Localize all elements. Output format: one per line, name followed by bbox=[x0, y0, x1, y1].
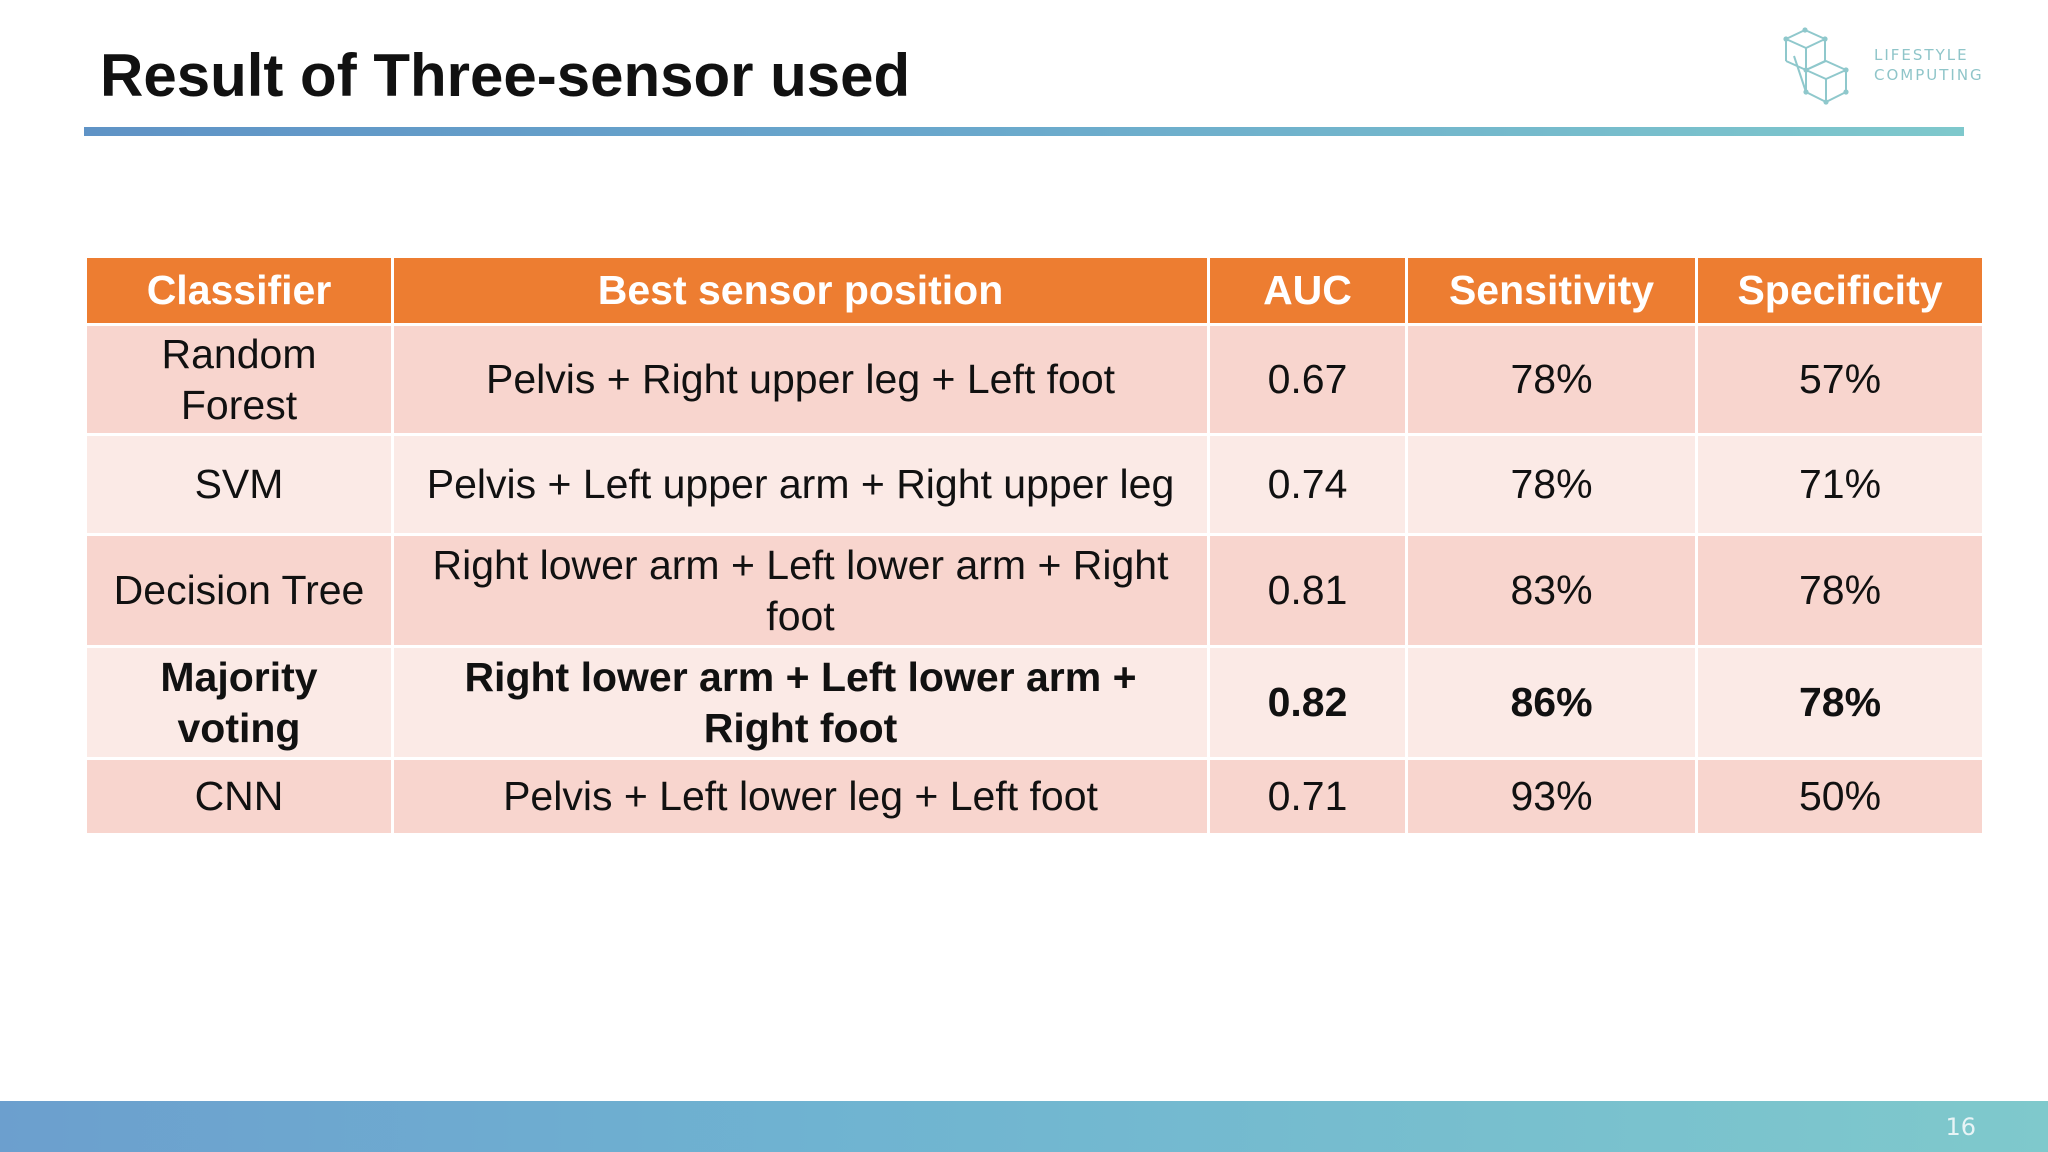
results-table: Classifier Best sensor position AUC Sens… bbox=[84, 255, 1985, 836]
table-header-row: Classifier Best sensor position AUC Sens… bbox=[84, 255, 1985, 326]
logo-wordmark: LIFESTYLE COMPUTING bbox=[1874, 45, 1984, 85]
auc-cell: 0.82 bbox=[1207, 645, 1408, 760]
header-specificity: Specificity bbox=[1695, 255, 1985, 326]
specificity-cell: 57% bbox=[1695, 323, 1985, 436]
table-row: Random Forest Pelvis + Right upper leg +… bbox=[84, 323, 1985, 436]
header-sensitivity: Sensitivity bbox=[1405, 255, 1698, 326]
footer-bar: 16 bbox=[0, 1101, 2048, 1152]
table-row: SVM Pelvis + Left upper arm + Right uppe… bbox=[84, 433, 1985, 536]
sensitivity-cell: 93% bbox=[1405, 757, 1698, 836]
position-cell: Pelvis + Left upper arm + Right upper le… bbox=[391, 433, 1210, 536]
header-auc: AUC bbox=[1207, 255, 1408, 326]
specificity-cell: 71% bbox=[1695, 433, 1985, 536]
auc-cell: 0.74 bbox=[1207, 433, 1408, 536]
logo-line-1: LIFESTYLE bbox=[1874, 46, 1969, 64]
sensitivity-cell: 78% bbox=[1405, 433, 1698, 536]
title-underline bbox=[84, 127, 1964, 136]
classifier-cell: Random Forest bbox=[84, 323, 394, 436]
specificity-cell: 78% bbox=[1695, 533, 1985, 648]
table-row: CNN Pelvis + Left lower leg + Left foot … bbox=[84, 757, 1985, 836]
position-cell: Right lower arm + Left lower arm + Right… bbox=[391, 645, 1210, 760]
slide-title: Result of Three-sensor used bbox=[100, 42, 911, 109]
wireframe-cubes-icon bbox=[1783, 27, 1849, 105]
sensitivity-cell: 83% bbox=[1405, 533, 1698, 648]
classifier-cell: Decision Tree bbox=[84, 533, 394, 648]
sensitivity-cell: 86% bbox=[1405, 645, 1698, 760]
position-cell: Right lower arm + Left lower arm + Right… bbox=[391, 533, 1210, 648]
position-cell: Pelvis + Left lower leg + Left foot bbox=[391, 757, 1210, 836]
classifier-cell: SVM bbox=[84, 433, 394, 536]
table-row: Decision Tree Right lower arm + Left low… bbox=[84, 533, 1985, 648]
sensitivity-cell: 78% bbox=[1405, 323, 1698, 436]
auc-cell: 0.71 bbox=[1207, 757, 1408, 836]
position-cell: Pelvis + Right upper leg + Left foot bbox=[391, 323, 1210, 436]
logo-line-2: COMPUTING bbox=[1874, 66, 1984, 84]
specificity-cell: 78% bbox=[1695, 645, 1985, 760]
table-row: Majority voting Right lower arm + Left l… bbox=[84, 645, 1985, 760]
auc-cell: 0.81 bbox=[1207, 533, 1408, 648]
lifestyle-computing-logo: LIFESTYLE COMPUTING bbox=[1780, 26, 1982, 116]
page-number: 16 bbox=[1945, 1113, 1976, 1141]
specificity-cell: 50% bbox=[1695, 757, 1985, 836]
classifier-cell: Majority voting bbox=[84, 645, 394, 760]
classifier-cell: CNN bbox=[84, 757, 394, 836]
header-classifier: Classifier bbox=[84, 255, 394, 326]
auc-cell: 0.67 bbox=[1207, 323, 1408, 436]
header-best-sensor-position: Best sensor position bbox=[391, 255, 1210, 326]
